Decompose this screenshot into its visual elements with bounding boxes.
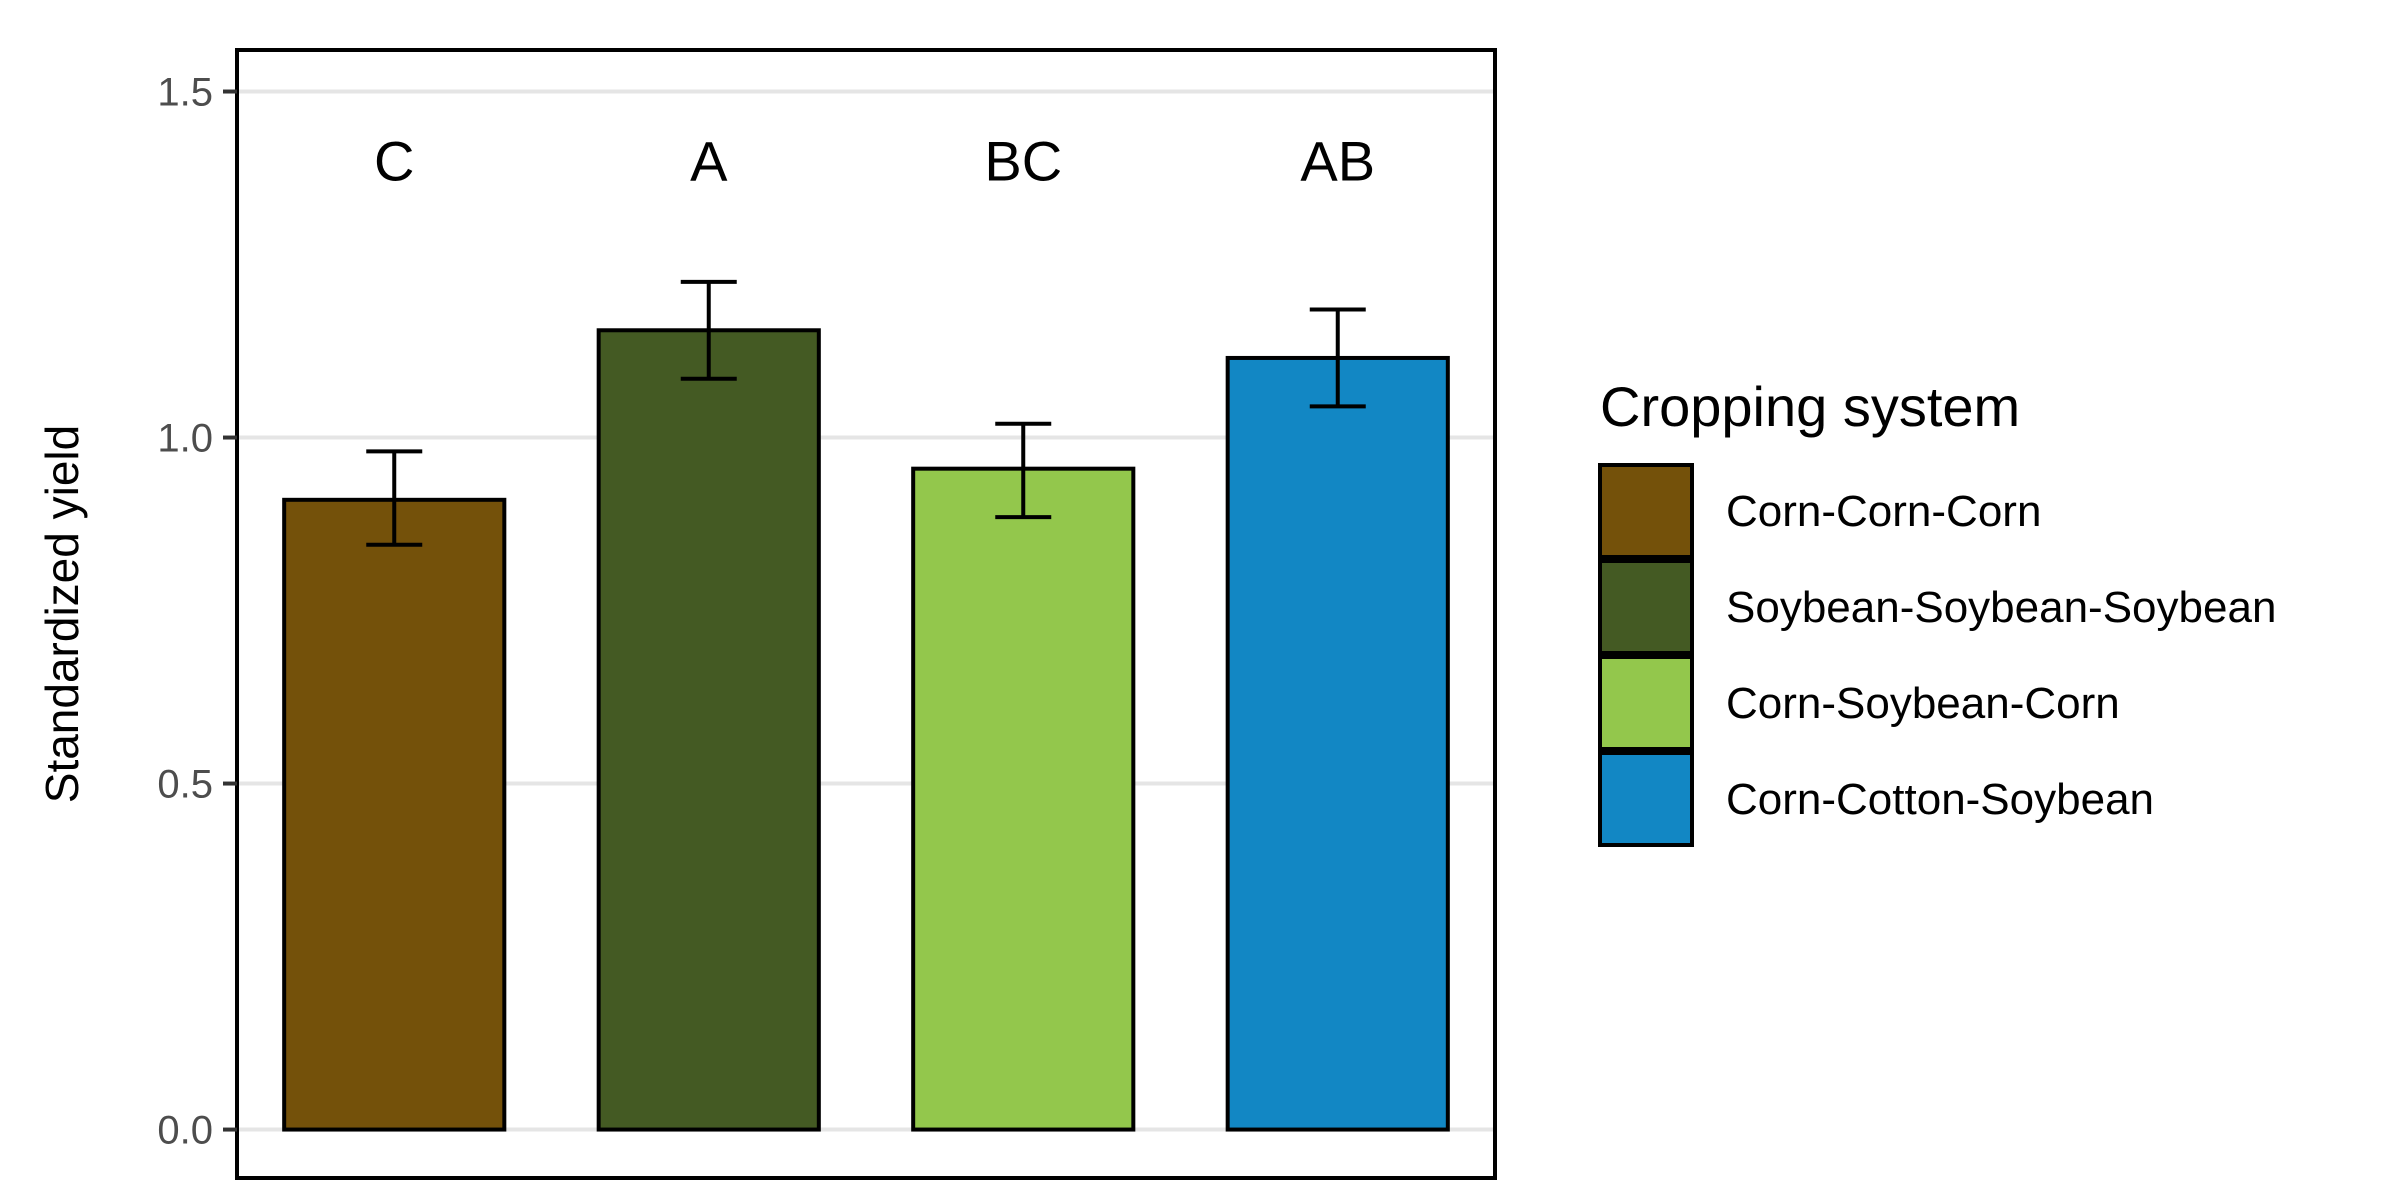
legend-label-2: Soybean-Soybean-Soybean [1726,583,2276,632]
significance-letters: C A BC AB [374,130,1375,193]
legend: Cropping system Corn-Corn-Corn Soybean-So… [1598,375,2276,847]
bar-1 [282,497,507,1132]
y-tick-label: 1.5 [157,71,213,115]
legend-title: Cropping system [1600,375,2020,438]
error-bar-2 [680,279,737,381]
significance-letter-1: C [374,130,414,193]
y-axis-title: Standardized yield [36,425,88,803]
error-bar-3 [995,421,1052,520]
y-tick-label: 1.0 [157,417,213,461]
legend-key-4 [1598,751,1694,847]
error-bar-4 [1309,307,1366,409]
significance-letter-2: A [690,130,728,193]
legend-key-2 [1598,559,1694,655]
significance-letter-4: AB [1300,130,1375,193]
bar-4 [1225,355,1450,1132]
error-bar-1 [366,449,423,547]
bar-2 [596,328,821,1132]
error-bars [366,279,1366,547]
legend-label-3: Corn-Soybean-Corn [1726,679,2120,728]
y-tick-label: 0.0 [157,1109,213,1153]
legend-key-3 [1598,655,1694,751]
y-tick-label: 0.5 [157,763,213,807]
legend-key-1 [1598,463,1694,559]
legend-label-1: Corn-Corn-Corn [1726,487,2041,536]
y-axis: 0.0 0.5 1.0 1.5 [157,71,237,1153]
bar-3 [911,466,1136,1132]
legend-label-4: Corn-Cotton-Soybean [1726,775,2154,824]
bars [282,328,1450,1132]
significance-letter-3: BC [984,130,1062,193]
plot-panel-border [235,48,1497,1180]
